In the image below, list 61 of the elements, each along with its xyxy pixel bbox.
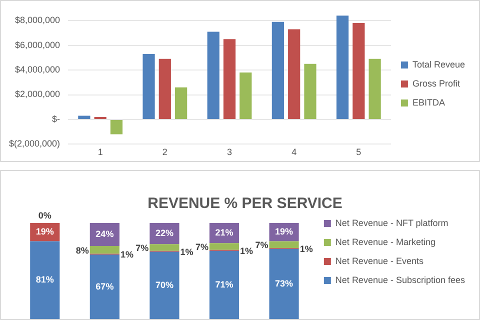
legend-label: Net Revenue - NFT platform — [335, 218, 448, 228]
bar — [175, 87, 188, 119]
bar — [368, 58, 381, 119]
data-label: 70% — [155, 280, 174, 290]
y-tick-label: $2,000,000 — [14, 89, 60, 100]
bar — [78, 116, 90, 119]
y-tick-label: $6,000,000 — [14, 40, 60, 50]
data-label: 8% — [76, 245, 89, 256]
legend-label: EBITDA — [412, 97, 445, 108]
bar — [90, 246, 120, 254]
data-label: 24% — [96, 229, 114, 240]
data-label: 81% — [36, 274, 54, 285]
bar — [352, 23, 365, 119]
data-label: 0% — [38, 210, 52, 220]
y-tick-label: $8,000,000 — [14, 15, 60, 26]
legend-label: Net Revenue - Events — [335, 256, 424, 266]
data-label: 1% — [180, 246, 194, 257]
x-tick-label: 4 — [292, 147, 297, 158]
bar — [209, 243, 240, 250]
data-label: 22% — [155, 228, 174, 238]
y-tick-label: $4,000,000 — [14, 64, 60, 75]
legend-label: Gross Profit — [412, 78, 460, 88]
data-label: 71% — [215, 279, 234, 290]
legend-label: Net Revenue - Marketing — [335, 236, 436, 247]
data-label: 67% — [96, 281, 114, 292]
data-label: 7% — [136, 242, 149, 253]
legend-label: Net Revenue - Subscription fees — [335, 274, 466, 285]
y-tick-label: $(2,000,000) — [8, 138, 60, 149]
data-label: 7% — [255, 240, 268, 250]
x-tick-label: 3 — [226, 147, 232, 158]
bar — [30, 241, 60, 319]
x-tick-label: 1 — [98, 147, 103, 158]
x-tick-label: 2 — [162, 147, 168, 158]
bar — [272, 22, 284, 119]
bar — [110, 120, 123, 134]
data-label: 73% — [275, 278, 294, 288]
bar — [288, 29, 300, 119]
legend-label: Total Reveue — [412, 59, 466, 70]
bar — [158, 58, 171, 119]
bar — [90, 254, 120, 319]
data-label: 1% — [240, 246, 254, 256]
chart-title: REVENUE % PER SERVICE — [148, 195, 342, 212]
bar — [150, 244, 180, 251]
bar — [240, 72, 252, 119]
y-tick-label: $- — [52, 114, 60, 124]
x-tick-label: 5 — [356, 147, 362, 158]
data-label: 1% — [120, 250, 134, 260]
bar — [142, 54, 155, 119]
bar — [269, 248, 299, 319]
data-label: 1% — [300, 244, 313, 254]
bar — [223, 39, 236, 119]
bar — [207, 32, 220, 119]
bar — [304, 64, 316, 119]
data-label: 7% — [195, 242, 208, 252]
bar — [269, 241, 299, 248]
data-label: 21% — [215, 228, 234, 238]
data-label: 19% — [275, 226, 294, 237]
bar — [336, 16, 349, 119]
data-label: 19% — [36, 226, 54, 237]
bar — [150, 252, 180, 319]
bar — [209, 250, 240, 319]
